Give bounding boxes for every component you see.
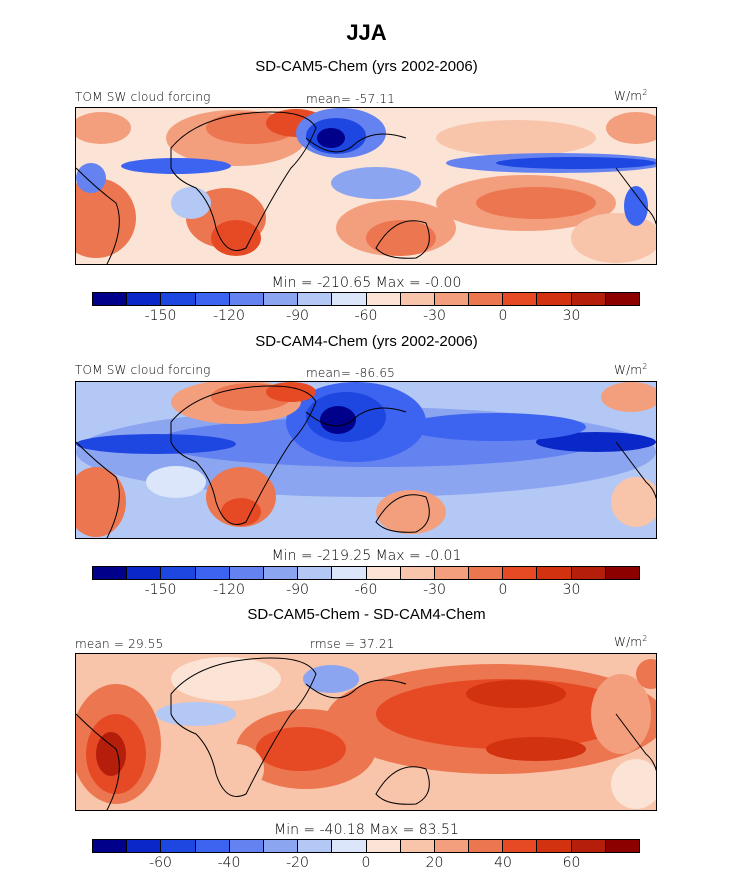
- colorbar-segment: [263, 293, 299, 305]
- colorbar-segment: [93, 567, 128, 579]
- colorbar-segment: [195, 293, 230, 305]
- panel-1-colorbar: [92, 292, 640, 306]
- colorbar-tick-label: -150: [144, 308, 177, 324]
- colorbar-segment: [537, 293, 572, 305]
- colorbar-tick-label: -90: [286, 582, 309, 598]
- panel-1-title: SD-CAM5-Chem (yrs 2002-2006): [255, 58, 478, 75]
- colorbar-segment: [503, 293, 538, 305]
- colorbar-tick-label: -30: [423, 582, 446, 598]
- colorbar-segment: [400, 293, 435, 305]
- panel-1-colorbar-ticks: -150 -120 -90 -60 -30 0 30: [92, 308, 640, 326]
- colorbar-tick-label: -30: [423, 308, 446, 324]
- colorbar-segment: [434, 840, 470, 852]
- panel-3-map: [75, 653, 657, 811]
- panel-2-min-max: Min = -219.25 Max = -0.01: [271, 548, 462, 564]
- colorbar-segment: [332, 293, 367, 305]
- colorbar-segment: [229, 293, 264, 305]
- colorbar-tick-label: 0: [498, 308, 508, 324]
- panel-3-map-svg: [76, 654, 656, 810]
- colorbar-segment: [400, 567, 435, 579]
- colorbar-segment: [605, 567, 639, 579]
- colorbar-segment: [366, 840, 401, 852]
- colorbar-segment: [298, 293, 333, 305]
- colorbar-segment: [605, 293, 639, 305]
- panel-2-title: SD-CAM4-Chem (yrs 2002-2006): [255, 333, 478, 350]
- panel-1-map: [75, 107, 657, 265]
- colorbar-segment: [161, 840, 196, 852]
- colorbar-tick-label: -20: [286, 855, 309, 871]
- colorbar-tick-label: 60: [562, 855, 581, 871]
- colorbar-segment: [469, 840, 504, 852]
- figure-title: JJA: [346, 20, 387, 45]
- colorbar-tick-label: -150: [144, 582, 177, 598]
- panel-2-colorbar-ticks: -150 -120 -90 -60 -30 0 30: [92, 582, 640, 600]
- panel-1-variable-label: TOM SW cloud forcing: [75, 90, 211, 104]
- colorbar-segment: [571, 567, 606, 579]
- colorbar-segment: [469, 293, 504, 305]
- colorbar-segment: [400, 840, 435, 852]
- colorbar-segment: [161, 293, 196, 305]
- colorbar-segment: [571, 840, 606, 852]
- colorbar-segment: [537, 567, 572, 579]
- panel-1-units-label: W/m2: [614, 88, 648, 103]
- panel-2-units-label: W/m2: [614, 362, 648, 377]
- colorbar-segment: [229, 567, 264, 579]
- colorbar-segment: [366, 293, 401, 305]
- colorbar-segment: [503, 840, 538, 852]
- colorbar-tick-label: -60: [354, 582, 378, 598]
- colorbar-tick-label: -40: [217, 855, 241, 871]
- colorbar-segment: [263, 567, 299, 579]
- colorbar-segment: [229, 840, 264, 852]
- colorbar-segment: [263, 840, 299, 852]
- colorbar-tick-label: 0: [361, 855, 371, 871]
- colorbar-tick-label: -120: [213, 582, 245, 598]
- colorbar-tick-label: 30: [562, 582, 581, 598]
- colorbar-tick-label: -60: [354, 308, 378, 324]
- colorbar-segment: [93, 840, 128, 852]
- panel-2-colorbar: [92, 566, 640, 580]
- colorbar-segment: [195, 840, 230, 852]
- colorbar-segment: [298, 840, 333, 852]
- panel-1-mean-label: mean= -57.11: [306, 92, 395, 106]
- colorbar-tick-label: -60: [149, 855, 172, 871]
- colorbar-segment: [195, 567, 230, 579]
- colorbar-segment: [127, 840, 162, 852]
- colorbar-tick-label: -120: [213, 308, 245, 324]
- panel-1-min-max: Min = -210.65 Max = -0.00: [271, 275, 462, 291]
- colorbar-segment: [127, 293, 162, 305]
- colorbar-segment: [434, 293, 470, 305]
- colorbar-segment: [469, 567, 504, 579]
- colorbar-tick-label: 40: [494, 855, 512, 871]
- panel-3-units-label: W/m2: [614, 634, 648, 649]
- colorbar-tick-label: 0: [498, 582, 508, 598]
- panel-3-colorbar: [92, 839, 640, 853]
- panel-2-map-svg: [76, 382, 656, 538]
- colorbar-segment: [571, 293, 606, 305]
- colorbar-segment: [93, 293, 128, 305]
- colorbar-segment: [434, 567, 470, 579]
- colorbar-segment: [161, 567, 196, 579]
- colorbar-segment: [332, 567, 367, 579]
- panel-3-min-max: Min = -40.18 Max = 83.51: [274, 822, 459, 838]
- colorbar-segment: [605, 840, 639, 852]
- colorbar-tick-label: -90: [286, 308, 309, 324]
- panel-2-mean-label: mean= -86.65: [306, 366, 395, 380]
- panel-2-map: [75, 381, 657, 539]
- colorbar-segment: [332, 840, 367, 852]
- colorbar-segment: [366, 567, 401, 579]
- panel-3-colorbar-ticks: -60 -40 -20 0 20 40 60: [92, 855, 640, 873]
- panel-1-map-svg: [76, 108, 656, 264]
- colorbar-segment: [537, 840, 572, 852]
- colorbar-tick-label: 20: [425, 855, 444, 871]
- colorbar-tick-label: 30: [562, 308, 581, 324]
- panel-3-rmse-label: rmse = 37.21: [310, 637, 395, 651]
- colorbar-segment: [503, 567, 538, 579]
- panel-2-variable-label: TOM SW cloud forcing: [75, 363, 211, 377]
- colorbar-segment: [127, 567, 162, 579]
- colorbar-segment: [298, 567, 333, 579]
- panel-3-mean-label: mean = 29.55: [75, 637, 164, 651]
- panel-3-title: SD-CAM5-Chem - SD-CAM4-Chem: [247, 606, 486, 623]
